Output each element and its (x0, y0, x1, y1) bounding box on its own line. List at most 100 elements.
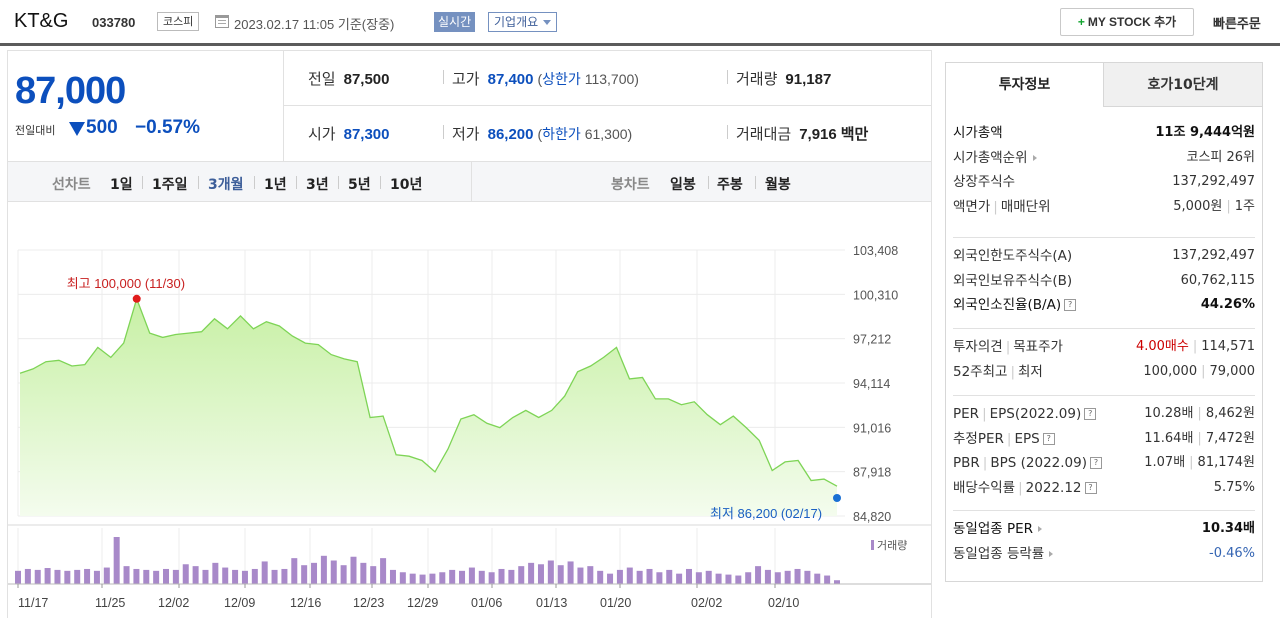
price-chart[interactable]: 103,408 100,310 97,212 94,114 91,016 87,918 84… (7, 202, 932, 618)
volume-bar (794, 568, 801, 584)
help-icon[interactable]: ? (1084, 408, 1097, 420)
volume-bar (389, 569, 396, 584)
help-icon[interactable]: ? (1064, 299, 1077, 311)
volume-bar (478, 570, 485, 584)
quick-order-link[interactable]: 빠른주문 (1213, 17, 1261, 32)
volume-bar (271, 569, 278, 584)
help-icon[interactable]: ? (1042, 432, 1055, 445)
info-value-text: 4.00매수 (1135, 339, 1189, 354)
info-label-text: 매매단위 (1000, 198, 1051, 215)
info-label-text: 시가총액 (953, 125, 1003, 141)
x-tick-label: 01/13 (536, 596, 567, 610)
volume-bar (15, 570, 21, 584)
info-label: 동일업종 등락률 (953, 542, 1054, 567)
volume-bar (301, 565, 308, 584)
trade-value: 거래대금 7,916 백만 (736, 123, 868, 144)
info-group-4: PER | EPS(2022.09)? 10.28배 | 8,462원 추정PER | EPS?… (953, 395, 1255, 500)
divider: | (1189, 455, 1194, 470)
candle-daily[interactable]: 일봉 (670, 177, 696, 193)
period-1y[interactable]: 1년 (264, 177, 287, 193)
volume-bar (567, 561, 574, 584)
help-icon[interactable]: ? (1089, 457, 1102, 469)
volume-bar (222, 567, 229, 584)
info-value-text: 1주 (1234, 198, 1255, 214)
period-3y[interactable]: 3년 (306, 177, 329, 193)
info-value: 5,000원 | 1주 (1173, 195, 1255, 220)
company-overview-dropdown[interactable]: 기업개요 (488, 12, 558, 32)
volume-bar (74, 569, 81, 584)
volume-bar (34, 569, 41, 584)
price-chart-svg: 103,408 100,310 97,212 94,114 91,016 87,918 84… (8, 244, 931, 610)
volume-bar (764, 569, 771, 584)
x-tick-label: 12/09 (224, 596, 255, 610)
period-3m[interactable]: 3개월 (208, 177, 244, 193)
tab-investment-info[interactable]: 투자정보 (946, 63, 1104, 107)
info-group-1: 시가총액 11조 9,444억원 시가총액순위 코스피 26위 상장주식수 137,292… (953, 121, 1255, 219)
divider: | (1006, 430, 1012, 447)
x-tick-label: 02/02 (691, 596, 722, 610)
lower-limit-value: 61,300 (584, 126, 628, 142)
info-label-text: EPS(2022.09) (989, 406, 1082, 422)
x-tick-label: 11/17 (18, 596, 48, 610)
info-row: 액면가 | 매매단위 5,000원 | 1주 (953, 195, 1255, 220)
period-1w[interactable]: 1주일 (152, 177, 188, 193)
volume-bar (133, 568, 140, 584)
info-row: 시가총액 11조 9,444억원 (953, 121, 1255, 146)
info-label-text: 외국인보유주식수(B) (953, 272, 1073, 289)
volume-bar (607, 573, 614, 584)
info-label: PER | EPS(2022.09)? (953, 402, 1097, 427)
volume-bar (123, 566, 130, 584)
candle-weekly[interactable]: 주봉 (717, 177, 743, 193)
info-value-text: 81,174원 (1197, 455, 1255, 470)
stock-header: KT&G 033780 코스피 2023.02.17 11:05 기준(장중) … (0, 0, 1280, 46)
volume-bar (656, 572, 663, 584)
trade-value-unit: 백만 (840, 126, 869, 143)
volume-bar (745, 572, 752, 584)
info-label-text: 최저 (1018, 363, 1043, 380)
help-icon[interactable]: ? (1084, 481, 1097, 494)
volume-bar (192, 566, 199, 584)
candle-monthly[interactable]: 월봉 (765, 177, 791, 193)
info-value-text: 5.75% (1213, 479, 1255, 495)
x-tick-label: 11/25 (95, 596, 125, 610)
company-name: KT&G (14, 10, 69, 32)
add-mystock-button[interactable]: + MY STOCK 추가 (1060, 8, 1194, 36)
open-price: 시가 87,300 (308, 123, 390, 144)
info-value-text: 100,000 (1143, 363, 1198, 379)
volume-bar (44, 568, 51, 584)
tab-hoga-10[interactable]: 호가10단계 (1104, 63, 1262, 107)
chevron-right-icon[interactable] (1038, 526, 1043, 532)
period-5y[interactable]: 5년 (348, 177, 371, 193)
low-price: 저가 86,200 (하한가 61,300) (452, 126, 633, 143)
period-1d[interactable]: 1일 (110, 177, 133, 193)
info-label-text: 2022.12 (1025, 479, 1082, 496)
info-value-text: 11.64배 (1144, 430, 1194, 446)
market-badge: 코스피 (157, 12, 200, 31)
volume-bar (695, 572, 702, 584)
divider (443, 125, 444, 139)
line-chart-label: 선차트 (52, 177, 91, 193)
volume-bar (172, 569, 179, 584)
divider (471, 162, 472, 201)
change-label: 전일대비 (15, 124, 56, 137)
info-value: -0.46% (1209, 542, 1255, 567)
volume-bar (518, 566, 525, 584)
info-value: 10.28배 | 8,462원 (1144, 402, 1255, 427)
volume-bar (587, 566, 594, 584)
info-label: PBR | BPS (2022.09)? (953, 451, 1102, 476)
info-label: 시가총액순위 (953, 146, 1037, 171)
volume-bar (705, 570, 712, 584)
period-10y[interactable]: 10년 (390, 177, 423, 193)
volume-bar (419, 574, 426, 584)
chevron-right-icon[interactable] (1032, 154, 1037, 161)
realtime-button[interactable]: 실시간 (434, 12, 476, 32)
stock-code: 033780 (92, 15, 136, 30)
volume-legend: 거래량 (877, 539, 907, 552)
chevron-down-icon (543, 20, 552, 25)
volume-bar (814, 573, 821, 584)
info-label-text: 시가총액순위 (953, 149, 1028, 166)
chevron-right-icon[interactable] (1049, 550, 1054, 557)
info-row: 외국인소진율(B/A)? 44.26% (953, 293, 1255, 318)
company-overview-label: 기업개요 (494, 15, 539, 29)
current-price-box: 87,000 전일대비 500 −0.57% (8, 51, 284, 161)
